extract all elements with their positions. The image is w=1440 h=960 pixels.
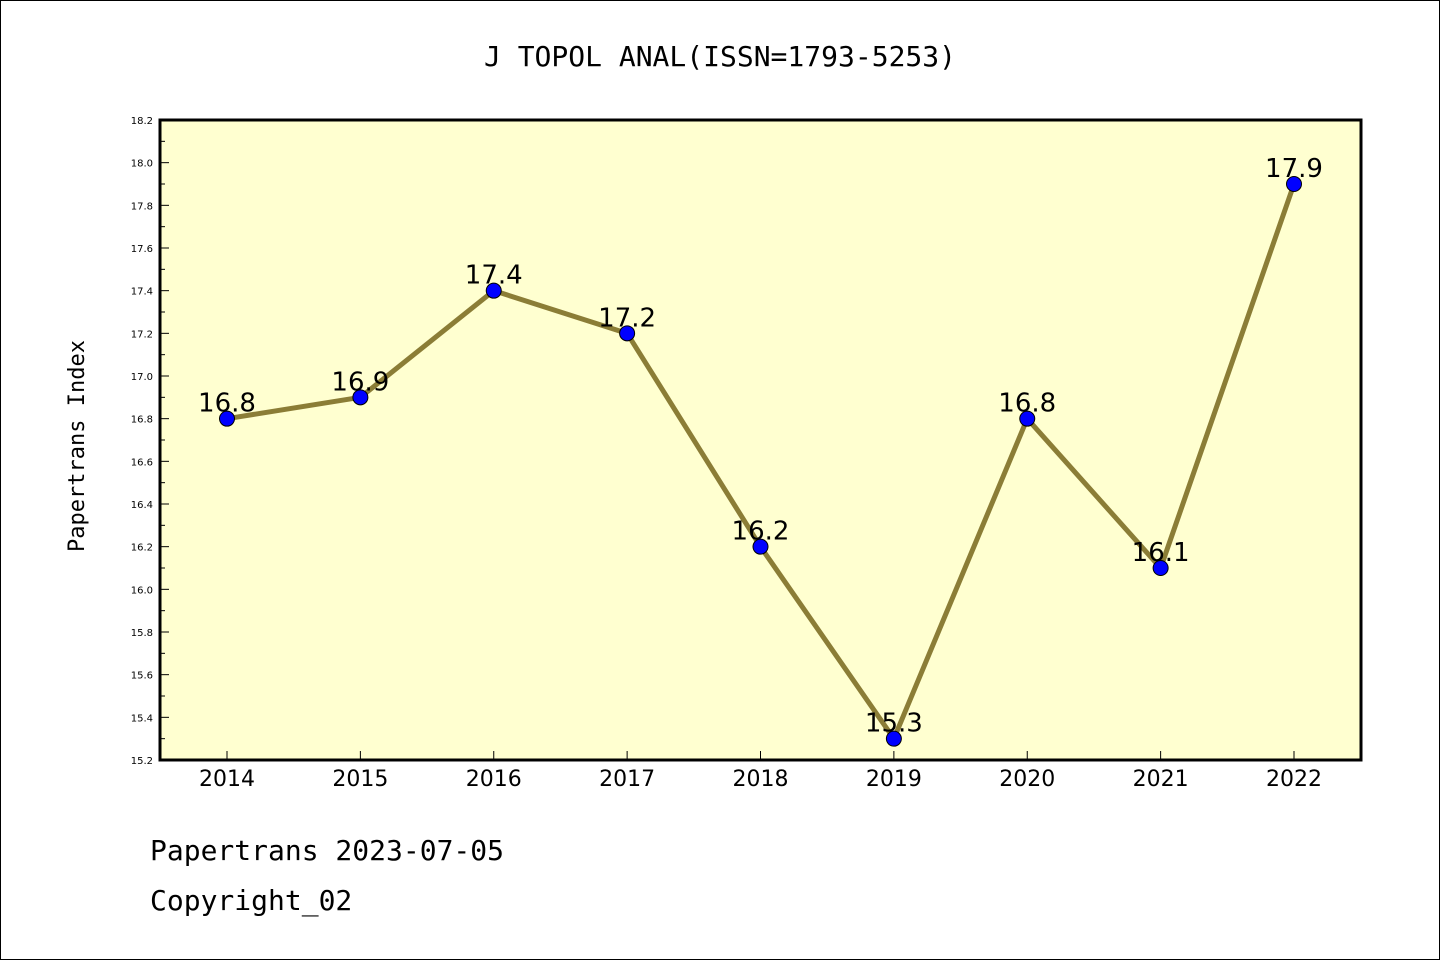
y-tick-label: 16.2	[131, 543, 153, 554]
series-layer: 16.8 16.9 17.4 17.2 16.2 15.3 16.8 16.1 17.9	[198, 154, 1323, 747]
y-tick-label: 15.8	[131, 628, 153, 639]
x-tick-label: 2020	[999, 767, 1055, 792]
y-tick-label: 17.8	[131, 201, 153, 212]
data-point	[352, 389, 369, 406]
data-label: 16.9	[331, 367, 389, 397]
y-tick-label: 17.0	[131, 372, 153, 383]
y-tick-label: 17.4	[131, 287, 153, 298]
y-tick-label: 16.6	[131, 457, 153, 468]
y-axis-label: Papertrans Index	[65, 340, 90, 552]
x-tick-label: 2014	[199, 767, 255, 792]
data-point	[485, 282, 502, 299]
x-tick-label: 2022	[1266, 767, 1322, 792]
data-label: 17.4	[465, 261, 523, 291]
data-point	[1152, 560, 1169, 576]
y-tick-label: 18.2	[131, 116, 153, 127]
x-axis-ticks: 2014 2015 2016 2017 2018 2019 2020 2021 2022	[199, 751, 1322, 792]
plot-border	[158, 118, 1363, 762]
x-tick-label: 2018	[733, 767, 789, 792]
plot-area	[160, 120, 1361, 760]
data-point	[619, 325, 636, 342]
data-point	[219, 410, 235, 427]
x-tick-label: 2016	[466, 767, 522, 792]
data-point	[752, 538, 769, 555]
y-tick-label: 17.6	[131, 244, 153, 255]
footer-date: Papertrans 2023-07-05	[150, 834, 505, 867]
y-tick-label: 18.0	[131, 159, 153, 170]
data-label: 16.1	[1132, 538, 1190, 568]
data-label: 17.9	[1265, 154, 1323, 184]
x-tick-label: 2019	[866, 767, 922, 792]
data-label: 15.3	[865, 709, 923, 739]
y-tick-label: 16.8	[131, 415, 153, 426]
data-label: 16.2	[732, 517, 790, 547]
y-tick-label: 15.4	[131, 713, 153, 724]
data-point	[1286, 176, 1302, 192]
y-tick-label: 16.4	[131, 500, 153, 511]
y-tick-label: 15.2	[131, 756, 153, 767]
chart-title: J TOPOL ANAL(ISSN=1793-5253)	[484, 40, 956, 73]
y-axis-ticks: 15.2 15.4 15.6 15.8 16.0 16.2 16.4 16.6 16.8 17.0…	[131, 116, 169, 767]
y-tick-label: 15.6	[131, 671, 153, 682]
x-tick-label: 2021	[1133, 767, 1189, 792]
x-tick-label: 2017	[599, 767, 655, 792]
y-tick-label: 16.0	[131, 585, 153, 596]
x-tick-label: 2015	[332, 767, 388, 792]
data-label: 17.2	[598, 303, 656, 333]
data-label: 16.8	[198, 389, 256, 419]
data-label: 16.8	[998, 389, 1056, 419]
data-point	[885, 730, 902, 747]
footer-copyright: Copyright_02	[150, 884, 353, 917]
data-point	[1019, 410, 1036, 427]
y-tick-label: 17.2	[131, 329, 153, 340]
